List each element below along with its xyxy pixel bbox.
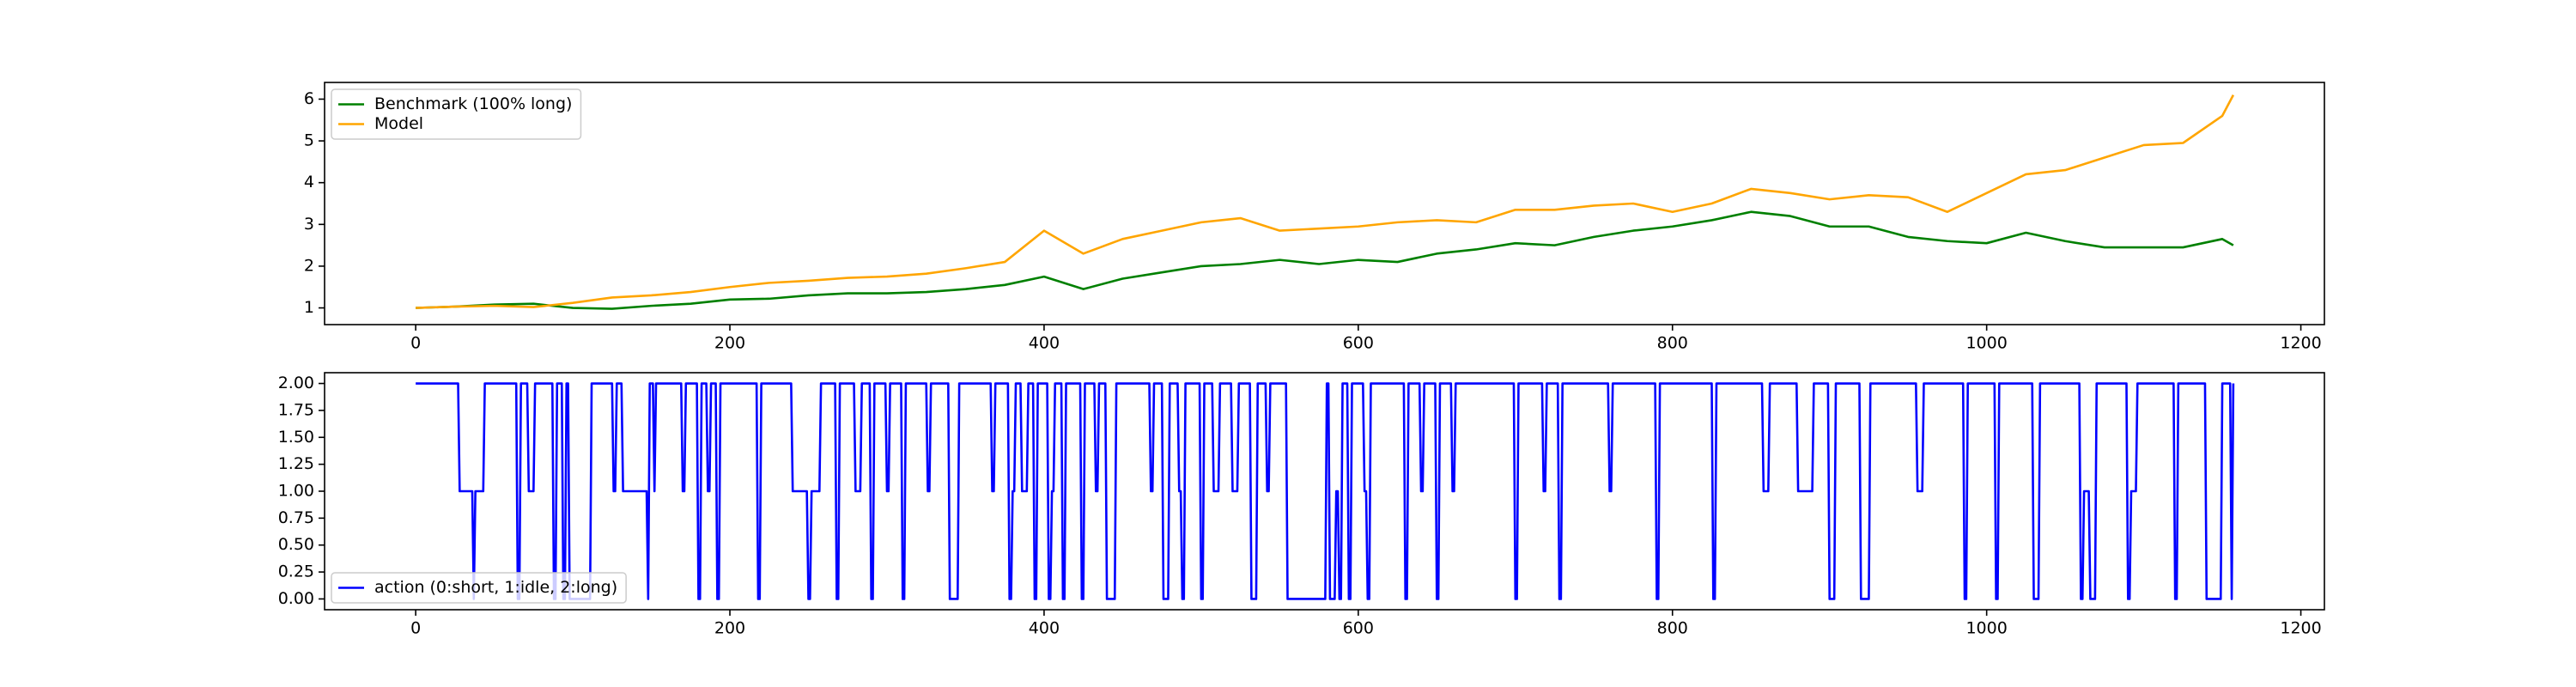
x-tick-label: 400 bbox=[1029, 334, 1060, 353]
legend-label: action (0:short, 1:idle, 2:long) bbox=[374, 578, 617, 597]
y-tick-label: 1.50 bbox=[278, 428, 314, 447]
y-tick-label: 0.25 bbox=[278, 562, 314, 581]
legend-label: Model bbox=[374, 114, 423, 133]
y-tick-label: 0.75 bbox=[278, 508, 314, 527]
y-tick-label: 6 bbox=[304, 89, 314, 108]
y-tick-label: 1.75 bbox=[278, 400, 314, 419]
x-tick-label: 0 bbox=[410, 619, 421, 638]
legend-frame bbox=[331, 88, 582, 140]
axes-frame bbox=[324, 372, 2325, 611]
x-tick-label: 1000 bbox=[1965, 334, 2007, 353]
x-tick-label: 400 bbox=[1029, 619, 1060, 638]
legend: action (0:short, 1:idle, 2:long) bbox=[331, 572, 627, 604]
x-tick-label: 0 bbox=[410, 334, 421, 353]
y-tick-label: 1 bbox=[304, 298, 314, 317]
x-tick-label: 200 bbox=[714, 619, 745, 638]
x-tick-label: 600 bbox=[1343, 619, 1374, 638]
axes-frame bbox=[324, 82, 2325, 325]
legend-label: Benchmark (100% long) bbox=[374, 94, 572, 113]
series-line bbox=[416, 382, 2235, 600]
y-tick-label: 4 bbox=[304, 173, 314, 192]
y-tick-label: 1.00 bbox=[278, 482, 314, 501]
y-tick-label: 1.25 bbox=[278, 454, 314, 473]
x-tick-label: 600 bbox=[1343, 334, 1374, 353]
series-line bbox=[416, 94, 2235, 309]
y-tick-label: 0.50 bbox=[278, 535, 314, 554]
y-tick-label: 5 bbox=[304, 131, 314, 150]
x-tick-label: 800 bbox=[1657, 334, 1688, 353]
legend: Benchmark (100% long)Model bbox=[331, 88, 582, 140]
series-line bbox=[416, 210, 2234, 310]
y-tick-label: 0.00 bbox=[278, 589, 314, 608]
y-tick-label: 2 bbox=[304, 256, 314, 275]
x-tick-label: 800 bbox=[1657, 619, 1688, 638]
y-tick-label: 3 bbox=[304, 215, 314, 234]
legend-frame bbox=[331, 572, 627, 604]
x-tick-label: 1200 bbox=[2280, 619, 2321, 638]
y-tick-label: 2.00 bbox=[278, 374, 314, 392]
subplot: 0 200 400 600 800 1000 1200 1 2 3 4 5 6 Benchmark (10… bbox=[304, 82, 2325, 353]
x-tick-label: 1200 bbox=[2280, 334, 2321, 353]
x-tick-label: 1000 bbox=[1965, 619, 2007, 638]
x-tick-label: 200 bbox=[714, 334, 745, 353]
subplot: 0 200 400 600 800 1000 1200 0.00 0.25 0.50 0.75 1.0… bbox=[278, 372, 2325, 638]
